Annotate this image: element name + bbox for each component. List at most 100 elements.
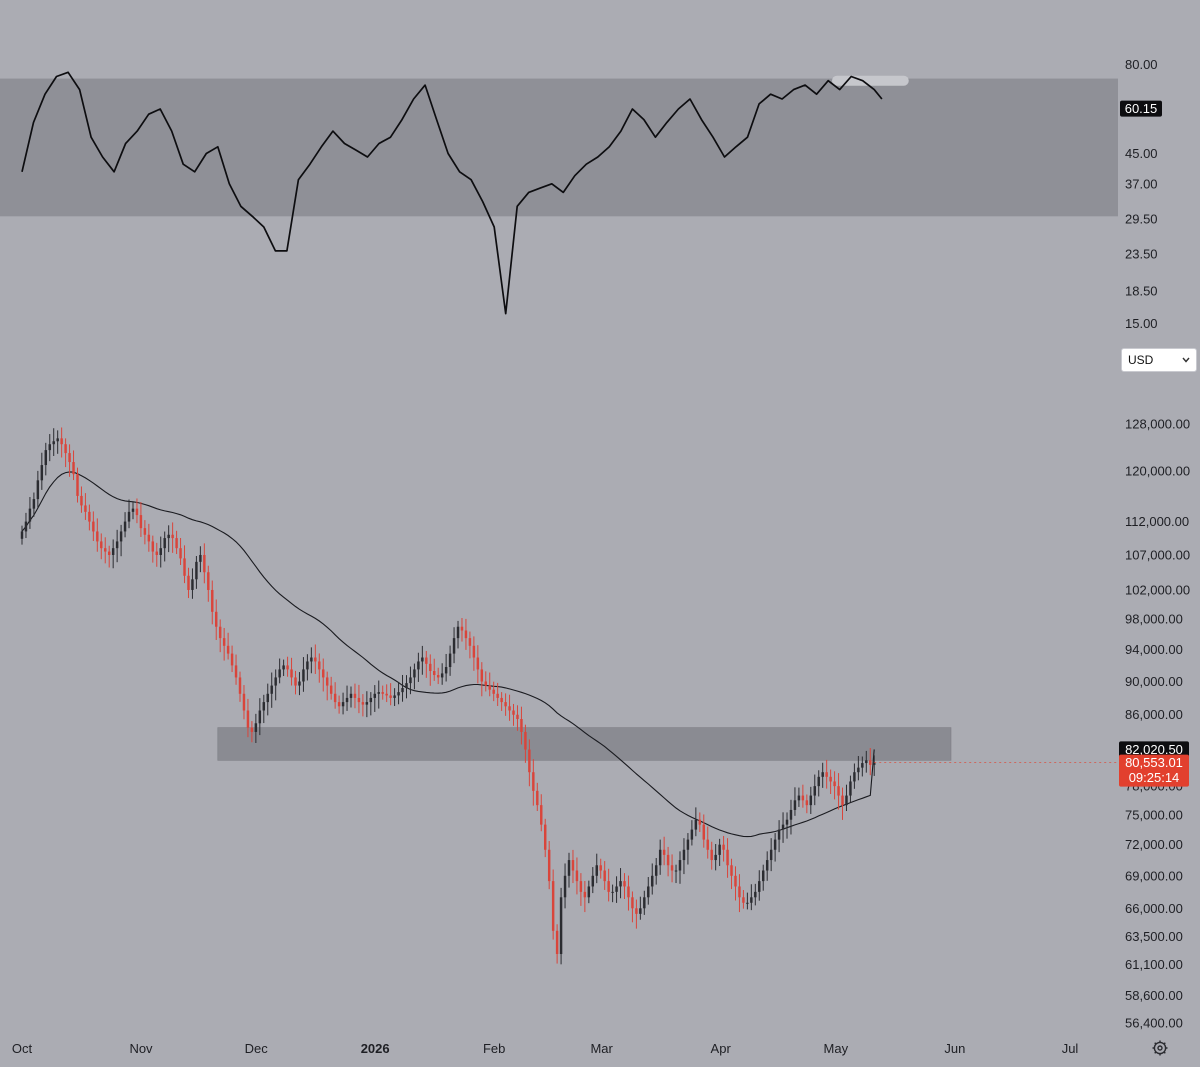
candle-body: [738, 886, 741, 898]
candle-body: [654, 865, 658, 876]
candle-body: [191, 579, 194, 590]
candle-body: [393, 695, 396, 698]
candle-body: [218, 626, 222, 639]
price-axis-tick: 61,100.00: [1125, 957, 1183, 972]
candle-body: [115, 541, 119, 549]
candle-body: [151, 541, 155, 552]
gear-icon[interactable]: [1151, 1039, 1169, 1057]
candle-body: [357, 697, 361, 703]
candle-body: [282, 665, 285, 670]
candle-body: [686, 839, 690, 850]
time-axis[interactable]: Oct Nov Dec 2026 Feb Mar Apr May Jun Jul: [12, 1041, 1079, 1056]
candle-body: [80, 495, 83, 506]
indicator-last-value-tag: [1120, 100, 1162, 117]
candle-body: [536, 790, 539, 806]
candle-body: [250, 727, 254, 732]
candle-body: [32, 499, 36, 509]
candle-body: [837, 786, 840, 796]
candle-body: [163, 538, 166, 549]
time-axis-tick: Nov: [129, 1041, 153, 1056]
candle-body: [587, 886, 591, 898]
candle-body: [762, 870, 765, 882]
candle-body: [401, 688, 404, 693]
candle-body: [262, 702, 266, 711]
candle-body: [591, 875, 595, 887]
candle-body: [365, 702, 369, 705]
candle-body: [377, 692, 380, 694]
candle-body: [203, 554, 206, 573]
candle-body: [821, 772, 824, 777]
candle-body: [429, 663, 432, 672]
candle-body: [111, 548, 115, 555]
candle-body: [131, 508, 135, 512]
candle-body: [456, 626, 460, 639]
candle-body: [861, 763, 864, 768]
candle-body: [254, 723, 258, 732]
price-axis-tick: 120,000.00: [1125, 464, 1190, 479]
candle-body: [726, 849, 729, 866]
candle-body: [92, 521, 95, 532]
price-axis-tick: 66,000.00: [1125, 901, 1183, 916]
candle-body: [777, 829, 781, 840]
candle-body: [222, 638, 226, 646]
candle-body: [492, 689, 495, 694]
candle-body: [500, 697, 503, 703]
candle-body: [72, 462, 75, 475]
candle-body: [56, 438, 59, 442]
indicator-line: [21, 71, 883, 315]
candle-body: [730, 865, 733, 876]
candle-body: [333, 693, 337, 703]
candle-body: [845, 795, 848, 806]
candle-body: [702, 824, 706, 840]
candle-body: [389, 695, 392, 698]
price-axis[interactable]: 128,000.00 120,000.00 112,000.00 107,000.00…: [874, 416, 1190, 1031]
candle-body: [682, 849, 686, 861]
candle-body: [595, 865, 598, 876]
candle-body: [853, 772, 856, 782]
candle-body: [373, 693, 377, 698]
candle-body: [849, 781, 852, 796]
moving-average-line: [21, 471, 875, 838]
time-axis-tick: Feb: [483, 1041, 505, 1056]
candle-body: [345, 697, 349, 703]
candle-body: [258, 710, 262, 724]
candle-body: [872, 762, 876, 765]
candle-body: [40, 465, 44, 481]
price-zone: [217, 727, 952, 761]
candle-body: [480, 669, 484, 682]
candle-body: [84, 505, 87, 512]
currency-select[interactable]: USD: [1121, 348, 1197, 372]
candle-body: [583, 891, 587, 898]
candle-body: [750, 897, 753, 903]
indicator-axis: 80.00 60.15 45.00 37.00 29.50 23.50 18.50 15.00: [1120, 57, 1162, 331]
candle-body: [805, 800, 809, 806]
candle-body: [322, 669, 325, 678]
candle-body: [433, 671, 436, 676]
candle-body: [179, 548, 182, 559]
candle-body: [448, 653, 452, 668]
indicator-highlight: [831, 75, 909, 86]
candle-body: [516, 714, 519, 720]
candle-body: [484, 681, 487, 686]
candle-body: [599, 865, 602, 871]
candle-body: [742, 897, 745, 903]
currency-select-value: USD: [1128, 353, 1154, 367]
candle-body: [769, 849, 773, 861]
candle-body: [207, 572, 210, 590]
candle-body: [314, 657, 317, 662]
indicator-axis-tick: 45.00: [1125, 146, 1158, 161]
indicator-axis-tick: 18.50: [1125, 284, 1158, 299]
candle-body: [504, 702, 507, 707]
candle-body: [579, 881, 583, 892]
candle-body: [607, 881, 610, 892]
candle-body: [615, 886, 618, 892]
candle-body: [234, 665, 238, 678]
candle-body: [575, 870, 579, 882]
candle-body: [171, 534, 174, 539]
time-axis-tick: May: [824, 1041, 849, 1056]
candle-body: [310, 657, 313, 662]
candle-body: [175, 538, 178, 549]
time-axis-tick: Jun: [944, 1041, 965, 1056]
